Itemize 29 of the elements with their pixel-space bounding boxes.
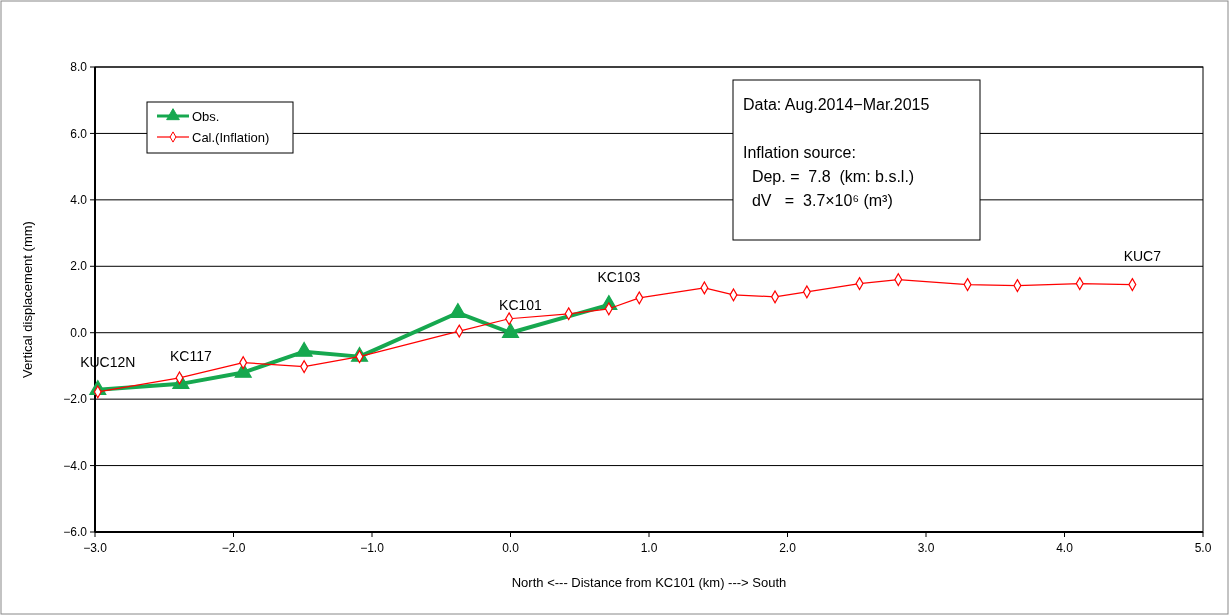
- annotation: Data: Aug.2014−Mar.2015: [743, 96, 930, 113]
- annotation: Inflation source:: [743, 144, 856, 161]
- y-axis-title: Vertical displacement (mm): [20, 221, 35, 378]
- y-tick-label: −6.0: [63, 525, 88, 540]
- y-tick-label: 0.0: [70, 325, 88, 340]
- legend-label: Cal.(Inflation): [192, 129, 270, 145]
- x-axis-title: North <--- Distance from KC101 (km) ---> South: [511, 575, 787, 590]
- annotation: KC117: [169, 347, 212, 364]
- x-tick-label: 0.0: [502, 541, 520, 555]
- x-tick-label: 2.0: [779, 541, 797, 555]
- x-tick-label: −3.0: [83, 541, 108, 555]
- y-tick-label: 6.0: [70, 126, 88, 141]
- x-tick-label: −1.0: [360, 541, 385, 555]
- x-tick-label: −2.0: [221, 541, 246, 555]
- x-tick-label: 1.0: [640, 541, 658, 555]
- annotation: Dep. = 7.8 (km: b.s.l.): [743, 168, 915, 185]
- annotation: dV = 3.7×10⁶ (m³): [743, 192, 893, 209]
- y-tick-label: 2.0: [70, 259, 88, 274]
- annotation: KC103: [597, 268, 641, 285]
- legend-label: Obs.: [192, 108, 220, 124]
- x-tick-label: 5.0: [1194, 541, 1212, 555]
- x-tick-label: 4.0: [1056, 541, 1074, 555]
- annotation: KUC7: [1123, 248, 1162, 265]
- y-tick-label: −4.0: [63, 458, 88, 473]
- y-tick-label: 4.0: [70, 193, 88, 208]
- x-tick-label: 3.0: [917, 541, 935, 555]
- annotation: KC101: [499, 296, 543, 313]
- y-tick-label: 8.0: [70, 60, 88, 75]
- y-tick-label: −2.0: [63, 392, 88, 407]
